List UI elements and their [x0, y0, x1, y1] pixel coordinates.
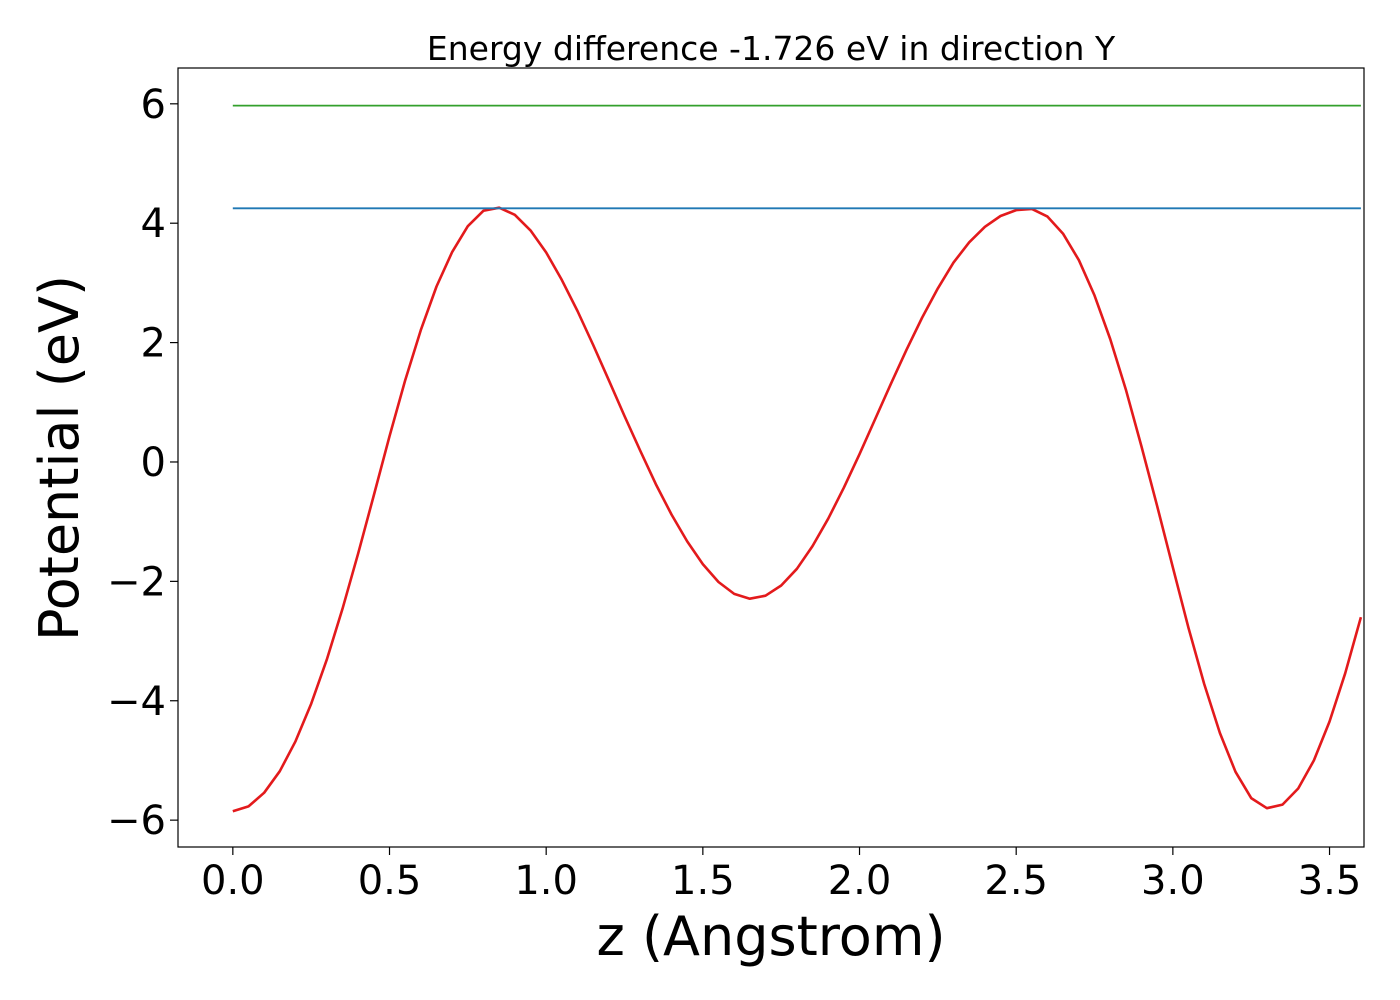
y-tick-label: 4 [141, 201, 166, 247]
x-tick-label: 3.0 [1141, 858, 1205, 904]
y-tick-label: 0 [141, 440, 166, 486]
x-tick-label: 0.0 [201, 858, 265, 904]
x-axis-title: z (Angstrom) [596, 905, 945, 968]
y-tick-label: 6 [141, 82, 166, 128]
y-tick-label: −4 [107, 679, 166, 725]
y-axis-title: Potential (eV) [28, 275, 91, 641]
x-tick-label: 0.5 [358, 858, 422, 904]
y-tick-label: 2 [141, 321, 166, 367]
x-tick-label: 1.5 [671, 858, 735, 904]
x-tick-label: 1.0 [514, 858, 578, 904]
chart-title: Energy difference -1.726 eV in direction… [427, 29, 1116, 68]
series-line-potential [232, 206, 1363, 813]
plot-frame [177, 67, 1365, 848]
x-tick-label: 2.0 [828, 858, 892, 904]
x-axis: 0.0 0.5 1.0 1.5 2.0 2.5 3.0 3.5 [201, 847, 1361, 904]
y-tick-label: −2 [107, 559, 166, 605]
x-tick-label: 2.5 [984, 858, 1048, 904]
plot-area [232, 104, 1363, 813]
x-tick-label: 3.5 [1298, 858, 1362, 904]
y-tick-label: −6 [107, 798, 166, 844]
y-axis: −6 −4 −2 0 2 4 6 [107, 82, 178, 844]
